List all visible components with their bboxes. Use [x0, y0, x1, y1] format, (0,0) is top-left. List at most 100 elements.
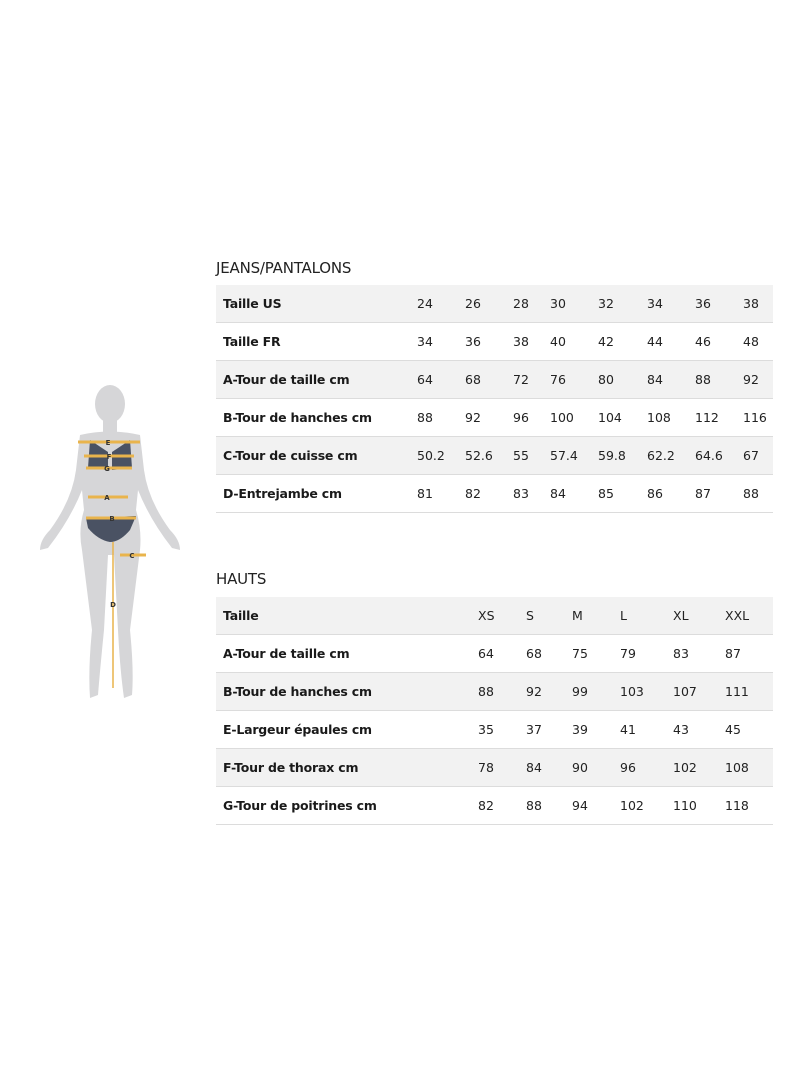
table-cell: 84: [526, 760, 542, 775]
table-cell: 107: [673, 684, 697, 699]
table-cell: XXL: [725, 608, 750, 623]
table-row: F-Tour de thorax cm 78 84 90 96 102 108: [216, 749, 773, 787]
table-cell: 86: [647, 486, 663, 501]
table-cell: 79: [620, 646, 636, 661]
table-cell: L: [620, 608, 627, 623]
table-cell: 84: [550, 486, 566, 501]
table-cell: M: [572, 608, 583, 623]
table-row: B-Tour de hanches cm 88 92 96 100 104 108 112 11…: [216, 399, 773, 437]
row-label: D-Entrejambe cm: [223, 486, 342, 501]
table-cell: 108: [647, 410, 671, 425]
row-label: E-Largeur épaules cm: [223, 722, 372, 737]
table-cell: 34: [417, 334, 433, 349]
table-cell: 67: [743, 448, 759, 463]
table-cell: 26: [465, 296, 481, 311]
table-cell: 55: [513, 448, 529, 463]
row-label: B-Tour de hanches cm: [223, 684, 372, 699]
table-cell: 28: [513, 296, 529, 311]
table-cell: 84: [647, 372, 663, 387]
hauts-size-table: Taille XS S M L XL XXL A-Tour de taille cm 64 68 7…: [216, 597, 773, 825]
table-cell: 48: [743, 334, 759, 349]
table-cell: 88: [417, 410, 433, 425]
table-cell: 72: [513, 372, 529, 387]
table-cell: 32: [598, 296, 614, 311]
table-cell: 83: [673, 646, 689, 661]
row-label: Taille: [223, 608, 259, 623]
body-silhouette: [40, 385, 180, 698]
table-cell: 94: [572, 798, 588, 813]
jeans-size-table: Taille US 24 26 28 30 32 34 36 38 Taille FR 34 36 38…: [216, 285, 773, 513]
table-cell: 35: [478, 722, 494, 737]
jeans-title: JEANS/PANTALONS: [216, 259, 352, 277]
marker-b: B: [109, 515, 114, 523]
table-cell: 64: [478, 646, 494, 661]
table-row: Taille FR 34 36 38 40 42 44 46 48: [216, 323, 773, 361]
table-cell: 37: [526, 722, 542, 737]
table-cell: 118: [725, 798, 749, 813]
table-cell: 88: [526, 798, 542, 813]
row-label: Taille US: [223, 296, 282, 311]
marker-d: D: [110, 601, 116, 609]
table-row: B-Tour de hanches cm 88 92 99 103 107 111: [216, 673, 773, 711]
table-cell: 80: [598, 372, 614, 387]
hauts-title: HAUTS: [216, 570, 267, 588]
table-row: Taille US 24 26 28 30 32 34 36 38: [216, 285, 773, 323]
row-label: B-Tour de hanches cm: [223, 410, 372, 425]
table-cell: 40: [550, 334, 566, 349]
table-cell: 82: [478, 798, 494, 813]
table-row: C-Tour de cuisse cm 50.2 52.6 55 57.4 59.8 62.…: [216, 437, 773, 475]
table-cell: 68: [526, 646, 542, 661]
table-cell: 52.6: [465, 448, 493, 463]
table-cell: 38: [743, 296, 759, 311]
table-row: G-Tour de poitrines cm 82 88 94 102 110 118: [216, 787, 773, 825]
table-cell: 76: [550, 372, 566, 387]
table-cell: XL: [673, 608, 689, 623]
table-cell: 50.2: [417, 448, 445, 463]
table-cell: 64.6: [695, 448, 723, 463]
table-cell: 45: [725, 722, 741, 737]
table-cell: 24: [417, 296, 433, 311]
table-cell: 81: [417, 486, 433, 501]
marker-f: F: [107, 453, 112, 461]
table-cell: 88: [695, 372, 711, 387]
row-label: G-Tour de poitrines cm: [223, 798, 377, 813]
table-cell: 111: [725, 684, 749, 699]
table-cell: 88: [743, 486, 759, 501]
table-cell: 34: [647, 296, 663, 311]
row-label: F-Tour de thorax cm: [223, 760, 359, 775]
table-cell: 75: [572, 646, 588, 661]
table-cell: 82: [465, 486, 481, 501]
table-cell: 30: [550, 296, 566, 311]
body-measurement-figure: E F G A B C D: [40, 385, 180, 698]
table-cell: 90: [572, 760, 588, 775]
row-label: C-Tour de cuisse cm: [223, 448, 358, 463]
table-cell: 83: [513, 486, 529, 501]
table-cell: 108: [725, 760, 749, 775]
table-cell: 112: [695, 410, 719, 425]
table-cell: 92: [526, 684, 542, 699]
table-cell: 42: [598, 334, 614, 349]
marker-c: C: [129, 552, 134, 560]
table-cell: 110: [673, 798, 697, 813]
table-cell: 96: [620, 760, 636, 775]
table-cell: 116: [743, 410, 767, 425]
table-cell: S: [526, 608, 534, 623]
measure-lines: [78, 440, 146, 688]
table-cell: 100: [550, 410, 574, 425]
table-cell: 62.2: [647, 448, 675, 463]
row-label: A-Tour de taille cm: [223, 646, 350, 661]
table-cell: 46: [695, 334, 711, 349]
table-cell: 85: [598, 486, 614, 501]
table-row: D-Entrejambe cm 81 82 83 84 85 86 87 88: [216, 475, 773, 513]
table-cell: 38: [513, 334, 529, 349]
table-cell: 57.4: [550, 448, 578, 463]
table-cell: 87: [725, 646, 741, 661]
table-cell: 96: [513, 410, 529, 425]
table-cell: 36: [465, 334, 481, 349]
table-cell: 99: [572, 684, 588, 699]
table-cell: XS: [478, 608, 495, 623]
table-cell: 88: [478, 684, 494, 699]
table-cell: 36: [695, 296, 711, 311]
marker-g: G: [104, 465, 110, 473]
table-row: A-Tour de taille cm 64 68 75 79 83 87: [216, 635, 773, 673]
